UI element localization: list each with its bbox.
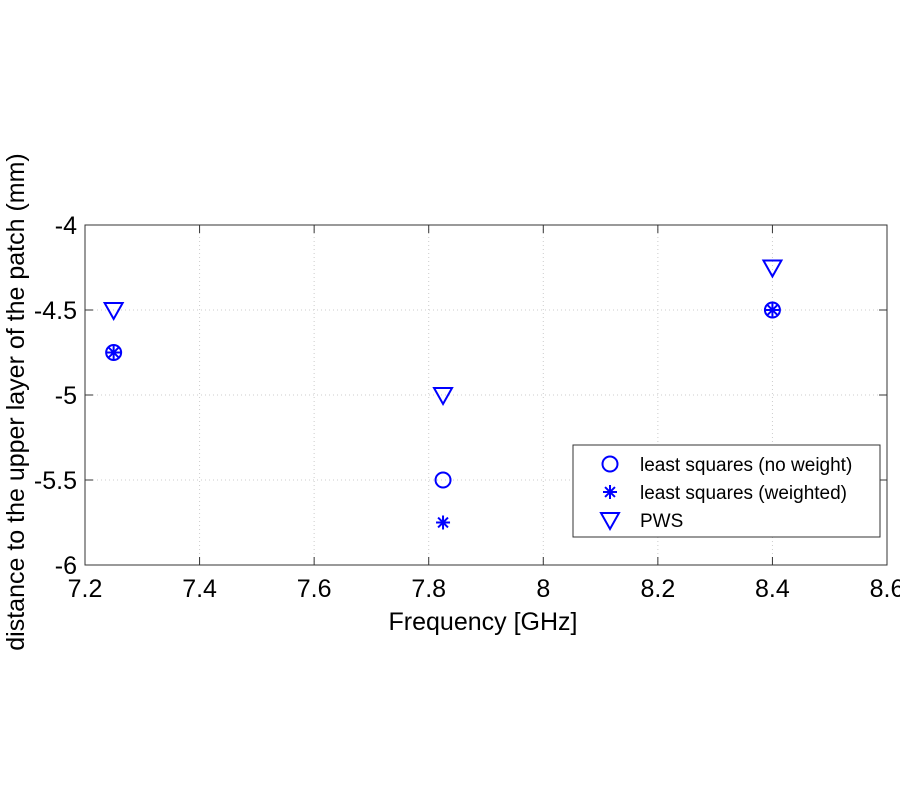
triangle-mark [102,302,125,322]
x-tick-label: 7.4 [182,575,217,603]
triangle-down-marker [432,387,454,407]
asterisk-stroke [604,486,616,498]
y-axis-label: distance to the upper layer of the patch… [2,153,30,650]
x-tick-label: 7.8 [411,575,446,603]
asterisk-marker [106,345,121,360]
x-tick-label: 8.2 [640,575,675,603]
ticks: 7.2 7.4 7.6 7.8 8 8.2 8.4 8.6 -6 -5.5 -5 -4.5 -4 [34,212,900,603]
circle-marker [601,455,619,473]
data-points [102,259,784,530]
triangle-down-marker [599,512,621,532]
circle-marker [105,344,123,361]
asterisk-marker [436,515,451,530]
y-tick-label: -4.5 [34,297,77,325]
asterisk-marker [603,485,617,499]
x-tick-label: 7.2 [68,575,103,603]
asterisk-stroke [107,346,120,359]
triangle-down-marker [102,302,125,322]
legend-label: PWS [640,511,683,532]
legend-label: least squares (no weight) [640,455,852,476]
y-tick-label: -5.5 [34,467,77,495]
y-tick-label: -5 [55,382,77,410]
circle-marker [434,471,452,489]
asterisk-stroke [437,516,449,529]
circle-mark [601,455,619,473]
triangle-down-marker [761,259,784,279]
x-tick-label: 8.6 [870,575,900,603]
asterisk-marker [765,303,780,317]
circle-marker [763,301,781,319]
plot-frame [84,224,888,566]
asterisk-stroke [766,304,779,316]
x-tick-label: 7.6 [297,575,332,603]
legend: least squares (no weight) least squares (… [572,444,881,538]
triangle-mark [761,259,784,279]
legend-label: least squares (weighted) [640,483,847,504]
x-tick-label: 8 [536,575,550,603]
y-tick-label: -6 [55,552,77,580]
triangle-mark [599,512,621,532]
circle-mark [434,471,452,489]
triangle-mark [432,387,454,407]
legend-box [572,444,881,538]
circle-mark [105,344,123,361]
circle-mark [763,301,781,319]
x-tick-label: 8.4 [755,575,790,603]
y-tick-label: -4 [55,212,77,240]
x-axis-label: Frequency [GHz] [389,608,578,636]
